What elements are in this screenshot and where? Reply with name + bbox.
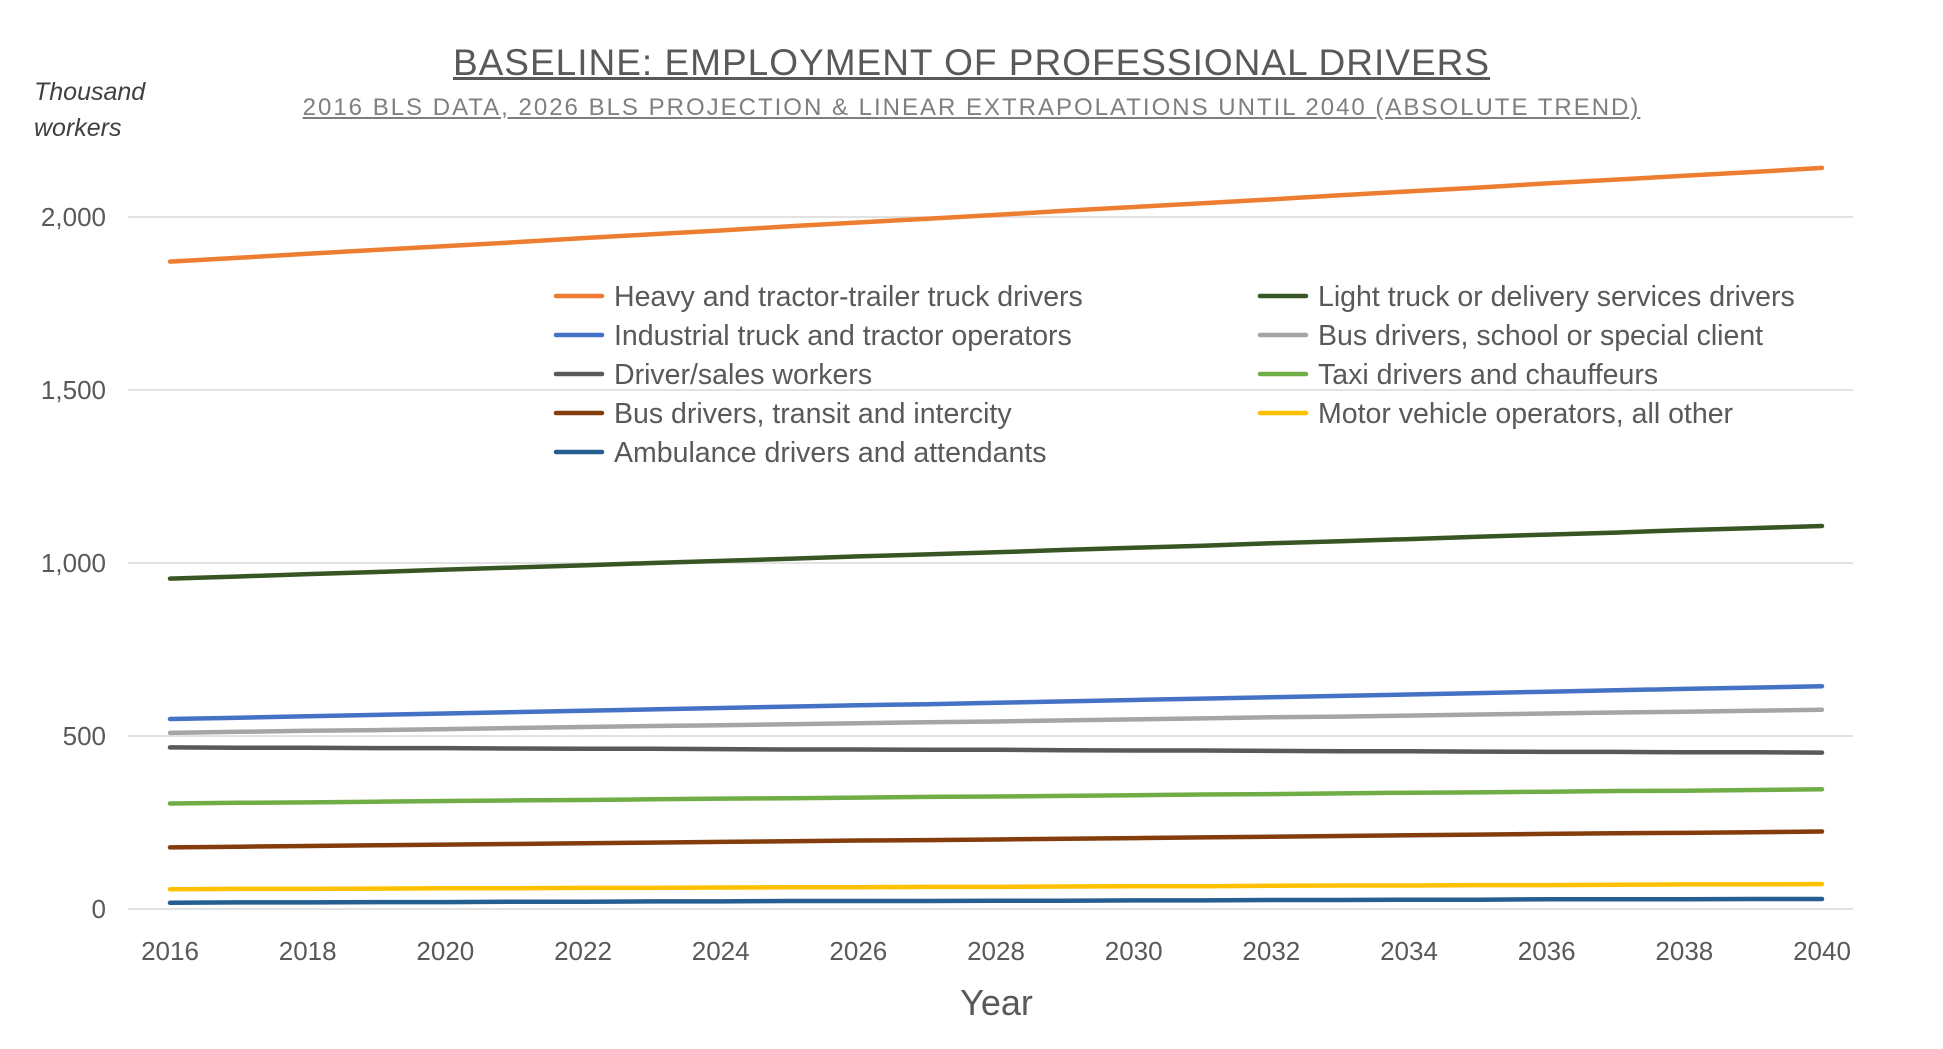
chart-subtitle: 2016 BLS DATA, 2026 BLS PROJECTION & LIN… [302,94,1641,121]
legend-label: Light truck or delivery services drivers [1318,281,1795,313]
x-tick-label: 2030 [1105,936,1163,966]
x-tick-label: 2034 [1380,936,1438,966]
legend-label: Industrial truck and tractor operators [614,320,1072,352]
y-axis-label: Thousand workers [34,78,146,142]
series-line-4 [167,707,1825,736]
series-line-7 [167,829,1825,850]
x-tick-label: 2024 [692,936,750,966]
legend-label: Bus drivers, transit and intercity [614,398,1012,430]
legend-label: Ambulance drivers and attendants [614,437,1047,469]
y-tick-label: 1,500 [41,375,106,405]
series-line-2 [167,523,1825,581]
legend: Heavy and tractor-trailer truck drivers L… [553,281,1795,469]
x-tick-label: 2040 [1793,936,1851,966]
x-tick-label: 2026 [829,936,887,966]
x-tick-label: 2022 [554,936,612,966]
series-line-6 [167,787,1825,806]
legend-label: Heavy and tractor-trailer truck drivers [614,281,1083,313]
legend-label: Taxi drivers and chauffeurs [1318,359,1658,391]
x-tick-label: 2032 [1242,936,1300,966]
x-tick-label: 2020 [416,936,474,966]
y-tick-label: 0 [92,894,106,924]
series-line-8 [167,881,1825,892]
y-tick-label: 500 [63,721,106,751]
series-line-3 [167,683,1825,722]
x-tick-label: 2018 [279,936,337,966]
series-line-5 [167,745,1825,755]
series-line-1 [167,165,1825,264]
legend-label: Motor vehicle operators, all other [1318,398,1734,430]
legend-label: Bus drivers, school or special client [1318,320,1763,352]
x-tick-label: 2028 [967,936,1025,966]
y-tick-label: 2,000 [41,202,106,232]
series-line-9 [167,896,1825,906]
y-tick-label: 1,000 [41,548,106,578]
x-tick-label: 2036 [1518,936,1576,966]
x-tick-label: 2016 [141,936,199,966]
legend-label: Driver/sales workers [614,359,872,391]
x-tick-label: 2038 [1655,936,1713,966]
x-axis-label: Year [960,982,1033,1023]
chart-title: BASELINE: EMPLOYMENT OF PROFESSIONAL DRI… [452,42,1491,83]
